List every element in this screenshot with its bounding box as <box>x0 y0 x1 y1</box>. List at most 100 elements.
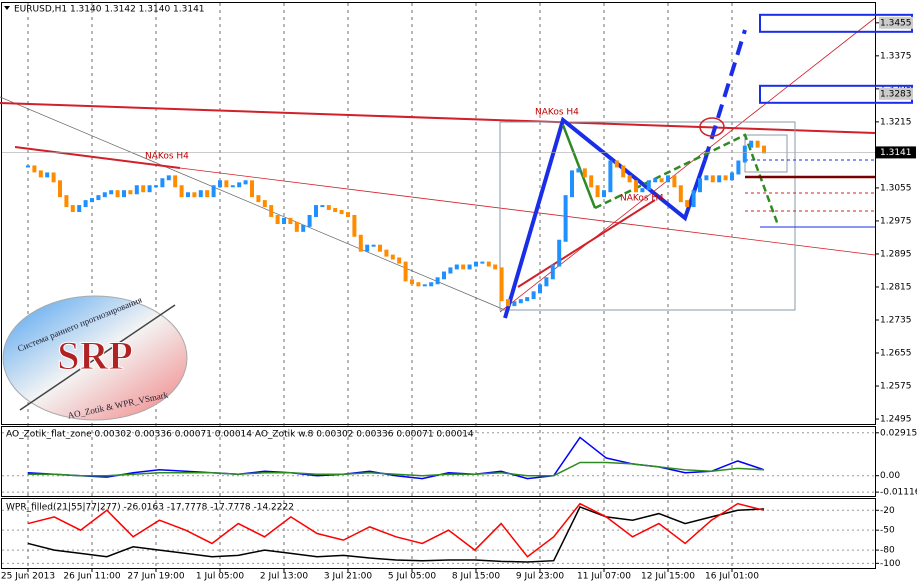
price-bar <box>262 200 267 208</box>
y-tick-label: 1.2735 <box>880 315 912 325</box>
price-bar <box>474 261 478 267</box>
price-bar <box>730 172 734 181</box>
price-bar <box>621 165 626 178</box>
price-bar <box>371 244 376 247</box>
price-bar <box>704 175 709 181</box>
logo-ellipse <box>2 295 188 421</box>
price-bar <box>218 180 222 188</box>
price-bar <box>710 175 715 183</box>
last-price-box <box>876 146 916 159</box>
price-bar <box>570 170 574 198</box>
grid <box>2 3 875 568</box>
annotation: NAKos H4 <box>145 152 189 162</box>
price-bar <box>275 214 280 224</box>
price-bar <box>512 301 517 307</box>
trend-line <box>0 96 506 311</box>
indicator-line <box>27 506 765 563</box>
price-bar <box>557 239 562 267</box>
price-bar <box>742 145 747 163</box>
price-bar <box>205 190 210 198</box>
y-tick-label: 0.02915 <box>880 428 917 438</box>
price-bar <box>96 195 101 201</box>
price-bar <box>403 261 408 282</box>
price-bar <box>320 205 325 208</box>
x-tick-label: 27 Jun 19:00 <box>127 572 184 582</box>
x-tick-label: 9 Jul 23:00 <box>516 572 565 582</box>
price-bar <box>493 264 498 270</box>
price-bar <box>141 185 146 193</box>
price-bar <box>678 185 683 203</box>
indicator-line <box>27 502 765 558</box>
price-bar <box>70 205 75 213</box>
price-bar <box>192 192 197 198</box>
price-bar <box>384 249 389 257</box>
range-box <box>499 121 796 311</box>
y-tick-label: 1.2815 <box>880 282 912 292</box>
price-bar <box>160 178 165 188</box>
zigzag-projection <box>703 29 747 161</box>
y-tick-label: -50 <box>880 526 895 536</box>
price-bar <box>429 282 434 287</box>
x-tick-label: 3 Jul 21:00 <box>324 572 373 582</box>
price-bar <box>83 200 88 208</box>
price-bar <box>243 180 248 185</box>
x-tick-label: 16 Jul 01:00 <box>705 572 759 582</box>
y-tick-label: 1.2575 <box>880 382 912 392</box>
chart-title: EURUSD,H1 1.3140 1.3142 1.3140 1.3141 <box>14 5 205 15</box>
price-bar <box>32 165 37 173</box>
price-bar <box>102 192 107 198</box>
price-bar <box>115 190 120 198</box>
logo-arrow <box>19 304 176 411</box>
price-bar <box>448 267 453 274</box>
price-bar <box>672 175 677 188</box>
last-price-label: 1.3141 <box>880 148 912 158</box>
annotation: NAKos H4 <box>620 194 664 204</box>
price-bar <box>653 178 658 183</box>
price-bar <box>269 205 274 217</box>
header-arrow <box>4 6 10 10</box>
price-bar <box>544 277 549 287</box>
wave-line <box>561 124 597 209</box>
price-bar <box>531 291 536 300</box>
price-bar <box>134 185 139 195</box>
y-tick-label: 1.2975 <box>880 216 912 226</box>
wpr-panel <box>1 498 876 569</box>
price-bar <box>282 217 286 224</box>
price-bar <box>147 185 152 193</box>
price-bar <box>454 264 459 270</box>
price-bar <box>499 267 504 302</box>
trend-line <box>499 17 876 313</box>
price-bar <box>563 195 568 242</box>
price-bar <box>122 190 126 198</box>
price-bar <box>550 264 555 280</box>
price-bar <box>646 180 651 191</box>
price-bar <box>128 190 133 195</box>
price-bar <box>64 195 69 208</box>
level-tag <box>879 16 913 29</box>
price-bar <box>685 200 690 208</box>
x-tick-label: 26 Jun 11:00 <box>63 572 120 582</box>
x-tick-label: 5 Jul 05:00 <box>388 572 437 582</box>
price-bar <box>525 297 530 302</box>
price-bar <box>698 178 702 193</box>
price-bar <box>109 190 114 195</box>
y-tick-label: 1.3375 <box>880 51 912 61</box>
price-bar <box>90 198 94 203</box>
price-bar <box>666 175 670 183</box>
price-bar <box>198 190 203 198</box>
price-bar <box>326 205 331 210</box>
price-bar <box>410 279 414 285</box>
price-bar <box>608 160 613 193</box>
y-tick-label: 1.2655 <box>880 349 912 359</box>
price-bar <box>224 180 229 188</box>
trend-line <box>517 199 656 288</box>
price-bar <box>717 175 722 183</box>
y-tick-label: -20 <box>880 506 895 516</box>
price-bar <box>230 185 235 188</box>
price-bar <box>755 140 760 148</box>
price-bar <box>26 165 30 168</box>
y-tick-label: 1.3055 <box>880 183 912 193</box>
price-bar <box>390 254 395 260</box>
header: EURUSD,H1 1.3140 1.3142 1.3140 1.3141 AO… <box>4 5 474 513</box>
